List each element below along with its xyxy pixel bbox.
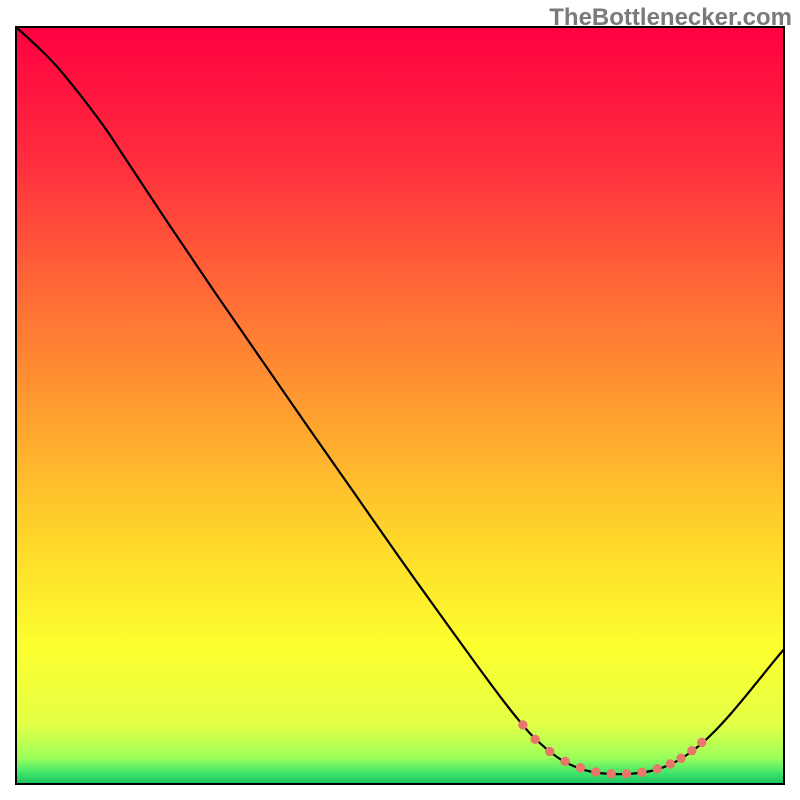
marker-dot xyxy=(688,746,696,754)
bottleneck-curve-chart xyxy=(0,0,800,800)
marker-dot xyxy=(576,764,584,772)
marker-dot xyxy=(622,770,630,778)
marker-dot xyxy=(666,760,674,768)
marker-dot xyxy=(531,735,539,743)
marker-dot xyxy=(653,765,661,773)
marker-dot xyxy=(519,721,527,729)
marker-dot xyxy=(607,770,615,778)
marker-dot xyxy=(638,768,646,776)
marker-dot xyxy=(592,768,600,776)
marker-dot xyxy=(561,757,569,765)
plot-background xyxy=(16,27,784,784)
marker-dot xyxy=(546,747,554,755)
marker-dot xyxy=(698,738,706,746)
marker-dot xyxy=(677,754,685,762)
chart-container: TheBottlenecker.com xyxy=(0,0,800,800)
